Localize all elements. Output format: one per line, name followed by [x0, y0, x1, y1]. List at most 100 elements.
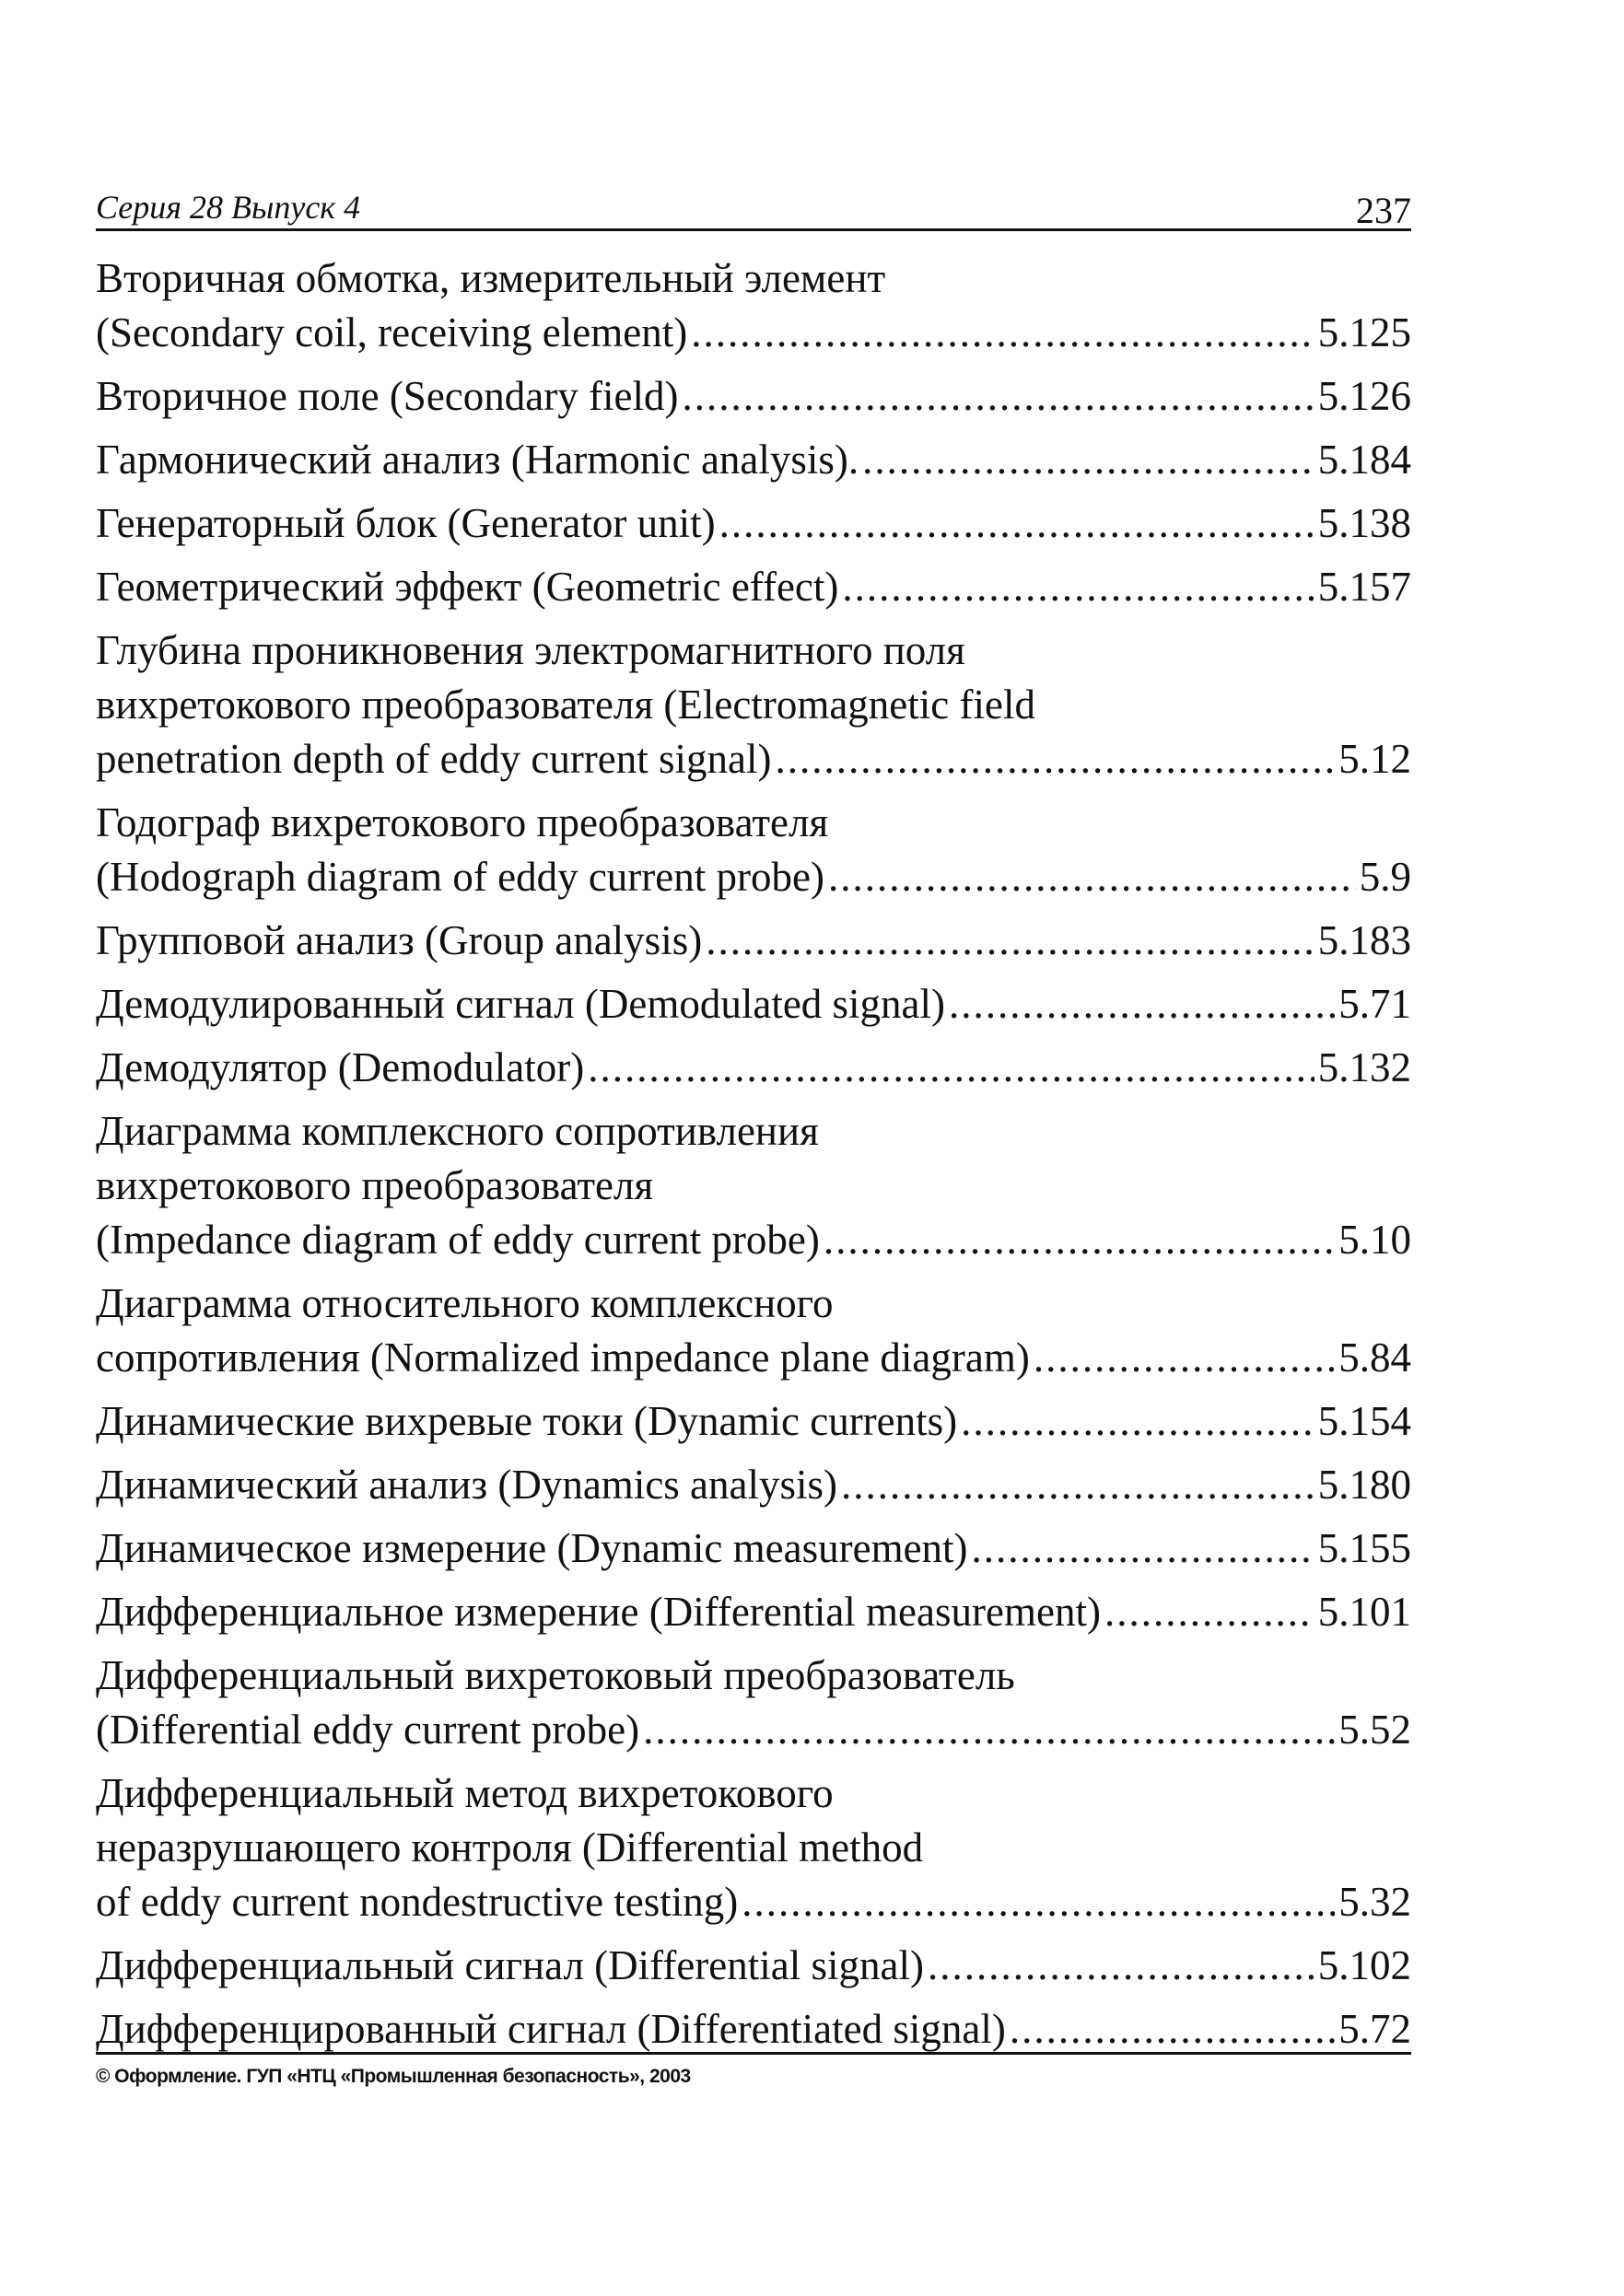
entry-reference: 5.71 — [1338, 981, 1411, 1027]
entry-term: сопротивления (Normalized impedance plan… — [96, 1334, 1030, 1381]
entry-term: Генераторный блок (Generator unit) — [96, 500, 716, 546]
dot-leader — [961, 1394, 1314, 1449]
entry-term: Дифференцированный сигнал (Differentiate… — [96, 2006, 1006, 2052]
entry-line: Динамическое измерение (Dynamic measurem… — [96, 1521, 1411, 1576]
entry-term: Групповой анализ (Group analysis) — [96, 917, 703, 963]
dot-leader — [1010, 2002, 1335, 2057]
index-entry: Генераторный блок (Generator unit) 5.138 — [96, 496, 1411, 551]
entry-reference: 5.126 — [1317, 373, 1411, 419]
entry-reference: 5.183 — [1317, 917, 1411, 963]
dot-leader — [1104, 1585, 1314, 1639]
entry-reference: 5.12 — [1338, 736, 1411, 782]
index-entry: Геометрический эффект (Geometric effect)… — [96, 560, 1411, 614]
entry-line: Демодулированный сигнал (Demodulated sig… — [96, 977, 1411, 1031]
entry-line: Диаграмма комплексного сопротивления — [96, 1104, 1411, 1159]
entry-term: (Secondary coil, receiving element) — [96, 309, 688, 355]
page-footer: © Оформление. ГУП «НТЦ «Промышленная без… — [96, 2052, 1411, 2088]
series-title: Серия 28 Выпуск 4 — [96, 189, 361, 226]
entry-term: (Impedance diagram of eddy current probe… — [96, 1217, 820, 1263]
entry-reference: 5.154 — [1317, 1398, 1411, 1444]
dot-leader — [719, 496, 1314, 551]
entry-term: (Hodograph diagram of eddy current probe… — [96, 854, 824, 900]
entry-term: Вторичная обмотка, измерительный элемент — [96, 255, 886, 301]
entry-term: Дифференциальный сигнал (Differential si… — [96, 1942, 924, 1988]
entry-line: Вторичная обмотка, измерительный элемент — [96, 251, 1411, 306]
entry-line: Дифференциальный сигнал (Differential si… — [96, 1939, 1411, 1993]
entry-term: Динамические вихревые токи (Dynamic curr… — [96, 1398, 958, 1444]
copyright-notice: © Оформление. ГУП «НТЦ «Промышленная без… — [96, 2066, 691, 2087]
entry-line: Динамический анализ (Dynamics analysis) 5… — [96, 1458, 1411, 1512]
entry-line: (Differential eddy current probe) 5.52 — [96, 1703, 1411, 1757]
entry-line: Дифференцированный сигнал (Differentiate… — [96, 2002, 1411, 2057]
entry-term: Динамический анализ (Dynamics analysis) — [96, 1462, 838, 1508]
entry-line: неразрушающего контроля (Differential me… — [96, 1821, 1411, 1875]
index-entry: Гармонический анализ (Harmonic analysis)… — [96, 433, 1411, 487]
entry-line: Геометрический эффект (Geometric effect)… — [96, 560, 1411, 614]
entry-line: вихретокового преобразователя — [96, 1159, 1411, 1213]
dot-leader — [682, 369, 1314, 424]
entry-term: Дифференциальный вихретоковый преобразов… — [96, 1652, 1015, 1698]
index-entry: Диаграмма комплексного сопротивления вихр… — [96, 1104, 1411, 1267]
index-entry: Дифференцированный сигнал (Differentiate… — [96, 2002, 1411, 2057]
entry-term: Демодулированный сигнал (Demodulated sig… — [96, 981, 946, 1027]
dot-leader — [842, 560, 1314, 614]
entry-line: сопротивления (Normalized impedance plan… — [96, 1331, 1411, 1385]
dot-leader — [972, 1521, 1314, 1576]
entry-term: Демодулятор (Demodulator) — [96, 1044, 585, 1090]
running-header: Серия 28 Выпуск 4 237 — [96, 182, 1411, 231]
index-entry: Динамическое измерение (Dynamic measurem… — [96, 1521, 1411, 1576]
dot-leader — [841, 1458, 1314, 1512]
entry-term: неразрушающего контроля (Differential me… — [96, 1824, 924, 1871]
entry-line: Дифференциальное измерение (Differential… — [96, 1585, 1411, 1639]
index-entry: Годограф вихретокового преобразователя (H… — [96, 796, 1411, 904]
index-entry: Вторичное поле (Secondary field) 5.126 — [96, 369, 1411, 424]
entry-line: Динамические вихревые токи (Dynamic curr… — [96, 1394, 1411, 1449]
dot-leader — [862, 433, 1314, 487]
entry-line: Диаграмма относительного комплексного — [96, 1276, 1411, 1331]
entry-line: Вторичное поле (Secondary field) 5.126 — [96, 369, 1411, 424]
dot-leader — [742, 1875, 1335, 1929]
entry-term: Дифференциальный метод вихретокового — [96, 1770, 834, 1816]
entry-term: вихретокового преобразователя (Electroma… — [96, 682, 1035, 728]
entry-reference: 5.155 — [1317, 1525, 1411, 1571]
entry-line: (Hodograph diagram of eddy current probe… — [96, 850, 1411, 904]
entry-term: Геометрический эффект (Geometric effect) — [96, 564, 839, 610]
index-entry: Глубина проникновения электромагнитного … — [96, 624, 1411, 787]
dot-leader — [776, 732, 1336, 787]
entry-reference: 5.32 — [1338, 1879, 1411, 1925]
entry-term: вихретокового преобразователя — [96, 1162, 654, 1208]
entry-reference: 5.138 — [1317, 500, 1411, 546]
dot-leader — [643, 1703, 1335, 1757]
entry-line: (Secondary coil, receiving element) 5.125 — [96, 306, 1411, 360]
dot-leader — [949, 977, 1335, 1031]
entry-line: Групповой анализ (Group analysis) 5.183 — [96, 914, 1411, 968]
index-entry: Диаграмма относительного комплексного соп… — [96, 1276, 1411, 1385]
entry-term: Дифференциальное измерение (Differential… — [96, 1589, 1101, 1635]
index-entry: Вторичная обмотка, измерительный элемент… — [96, 251, 1411, 360]
dot-leader — [828, 850, 1356, 904]
index-entry: Дифференциальное измерение (Differential… — [96, 1585, 1411, 1639]
entry-reference: 5.184 — [1317, 437, 1411, 483]
entry-term: Диаграмма комплексного сопротивления — [96, 1108, 819, 1154]
index-entry: Демодулированный сигнал (Demodulated sig… — [96, 977, 1411, 1031]
entry-line: of eddy current nondestructive testing) 5… — [96, 1875, 1411, 1929]
dot-leader — [824, 1213, 1335, 1267]
dot-leader — [588, 1041, 1314, 1095]
entry-line: (Impedance diagram of eddy current probe… — [96, 1213, 1411, 1267]
index-entry: Дифференциальный метод вихретокового нера… — [96, 1766, 1411, 1929]
entry-line: Демодулятор (Demodulator) 5.132 — [96, 1041, 1411, 1095]
entry-reference: 5.101 — [1317, 1589, 1411, 1635]
entry-reference: 5.180 — [1317, 1462, 1411, 1508]
entry-line: Глубина проникновения электромагнитного … — [96, 624, 1411, 678]
index-entry: Динамический анализ (Dynamics analysis) 5… — [96, 1458, 1411, 1512]
index-entry: Групповой анализ (Group analysis) 5.183 — [96, 914, 1411, 968]
dot-leader — [706, 914, 1314, 968]
entry-line: penetration depth of eddy current signal… — [96, 732, 1411, 787]
entry-term: Годограф вихретокового преобразователя — [96, 799, 829, 845]
page-number: 237 — [1356, 190, 1411, 231]
dot-leader — [1034, 1331, 1335, 1385]
entry-term: Вторичное поле (Secondary field) — [96, 373, 679, 419]
index-entry: Дифференциальный сигнал (Differential si… — [96, 1939, 1411, 1993]
entry-term: (Differential eddy current probe) — [96, 1707, 640, 1753]
entry-term: Динамическое измерение (Dynamic measurem… — [96, 1525, 968, 1571]
